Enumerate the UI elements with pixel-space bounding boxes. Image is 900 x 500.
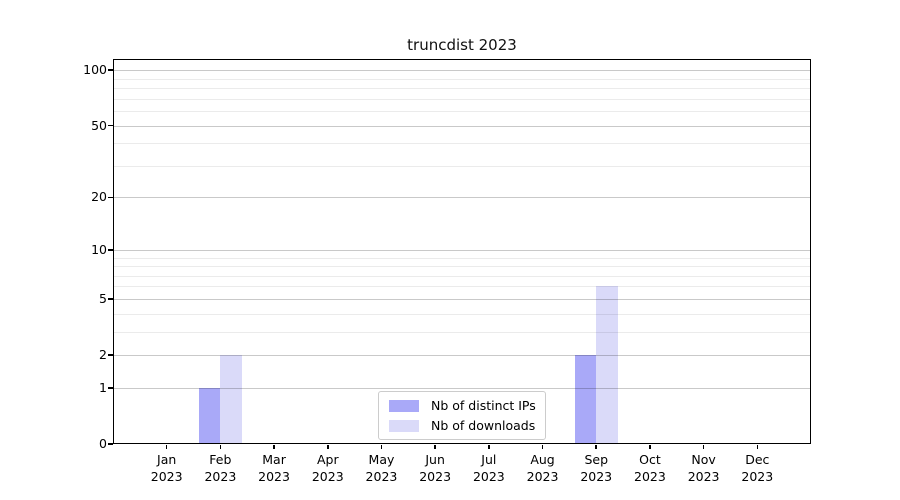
x-tick-year: 2023 [634,468,666,484]
x-tick-label: May 2023 [351,452,411,485]
y-tick-label: 0 [99,436,107,451]
gridline-minor [113,275,811,277]
x-tick-month: Jul [481,452,497,467]
y-tick-mark [108,249,113,251]
x-tick-month: Jan [157,452,177,467]
gridline-minor [113,331,811,333]
y-tick-mark [108,298,113,300]
bar-distinct-ips-feb [198,387,221,444]
x-tick-mark [649,445,651,449]
gridline-minor [113,78,811,80]
x-tick-month: Mar [262,452,286,467]
gridline-minor [113,286,811,288]
legend-label-distinct-ips: Nb of distinct IPs [431,398,536,413]
gridline-minor [113,88,811,90]
gridline-minor [113,98,811,100]
legend-label-downloads: Nb of downloads [431,418,536,433]
x-tick-mark [219,445,222,449]
gridline-major [113,298,811,300]
x-tick-label: Dec 2023 [727,452,787,485]
chart-title: truncdist 2023 [407,36,517,54]
x-tick-mark [702,445,705,449]
x-tick-month: Nov [691,452,716,467]
x-tick-year: 2023 [526,468,559,484]
gridline-major [113,125,811,127]
x-tick-year: 2023 [741,468,774,484]
axes-spine-box [113,59,811,444]
bar-distinct-ips-sep [574,355,597,444]
x-tick-mark [165,445,168,449]
x-tick-mark [541,445,544,449]
x-tick-mark [756,445,759,449]
x-tick-mark [434,445,436,449]
bar-downloads-sep [596,286,618,444]
y-tick-label: 10 [91,241,107,257]
x-tick-year: 2023 [580,468,613,484]
x-tick-label: Feb 2023 [190,452,250,485]
legend-swatch-distinct-ips [389,399,419,412]
gridline-minor [113,313,811,315]
y-tick-mark [108,124,113,127]
x-tick-month: Oct [639,452,661,467]
y-tick-label: 100 [83,62,107,78]
y-tick-label: 50 [91,117,107,133]
y-tick-mark [108,196,113,199]
x-tick-year: 2023 [204,468,237,484]
gridline-minor [113,165,811,167]
y-tick-label: 20 [91,189,107,205]
y-tick-label: 5 [99,290,107,306]
x-tick-label: Mar 2023 [244,452,304,485]
x-tick-label: Jul 2023 [459,452,519,485]
x-tick-year: 2023 [472,468,505,484]
x-tick-label: Jan 2023 [137,452,197,485]
x-tick-label: Apr 2023 [298,452,358,485]
legend-item-downloads: Nb of downloads [389,418,536,433]
gridline-minor [113,257,811,259]
x-tick-mark [595,445,597,449]
gridline-major [113,197,811,199]
gridline-minor [113,111,811,113]
gridline-minor [113,266,811,268]
x-tick-month: Jun [425,452,445,467]
x-tick-label: Aug 2023 [513,452,573,485]
gridline-minor [113,143,811,145]
x-tick-mark [488,445,490,449]
x-tick-month: Aug [530,452,555,467]
x-tick-label: Oct 2023 [620,452,680,485]
y-tick-mark [108,443,113,445]
x-tick-year: 2023 [365,468,398,484]
x-tick-mark [273,445,275,449]
gridline-major [113,70,811,72]
x-tick-year: 2023 [311,468,344,484]
legend: Nb of distinct IPs Nb of downloads [378,391,546,440]
x-tick-month: Apr [316,452,339,467]
x-tick-label: Nov 2023 [674,452,734,485]
gridline-major [113,387,811,389]
x-tick-year: 2023 [150,468,183,484]
y-tick-mark [108,354,113,356]
legend-swatch-downloads [389,419,419,432]
x-tick-year: 2023 [419,468,452,484]
x-tick-mark [327,445,329,449]
bar-downloads-feb [220,355,242,444]
gridline-major [113,355,811,357]
y-tick-label: 2 [99,347,107,363]
x-tick-label: Sep 2023 [566,452,626,485]
x-tick-month: Feb [209,452,232,467]
x-tick-label: Jun 2023 [405,452,465,485]
x-tick-year: 2023 [687,468,720,484]
y-tick-mark [108,387,113,389]
gridline-major [113,249,811,251]
x-tick-month: Dec [745,452,770,467]
y-tick-label: 1 [99,379,107,395]
plot-area [113,59,811,444]
x-tick-month: May [368,452,395,467]
x-tick-year: 2023 [258,468,290,484]
x-tick-mark [380,445,383,449]
legend-item-distinct-ips: Nb of distinct IPs [389,398,536,413]
x-tick-month: Sep [584,452,608,467]
y-tick-mark [108,69,113,71]
